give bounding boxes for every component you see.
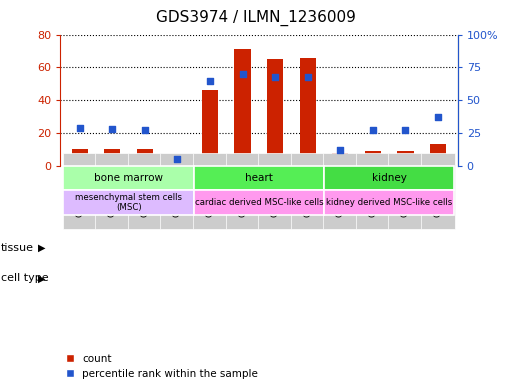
Bar: [300, 58, 316, 166]
Text: GSM787854: GSM787854: [368, 166, 378, 217]
Bar: [169, 156, 186, 166]
Text: GSM787855: GSM787855: [401, 166, 410, 217]
Text: ▶: ▶: [38, 243, 45, 253]
Point: [401, 127, 410, 134]
Point: [108, 126, 117, 132]
Bar: [430, 144, 446, 166]
Bar: [202, 90, 218, 166]
Text: cardiac derived MSC-like cells: cardiac derived MSC-like cells: [195, 198, 323, 207]
Text: GSM787850: GSM787850: [238, 166, 247, 217]
Point: [75, 125, 84, 131]
Bar: [63, 190, 194, 215]
Text: heart: heart: [245, 173, 273, 183]
Text: GSM787851: GSM787851: [271, 166, 280, 217]
Text: GSM787848: GSM787848: [173, 166, 182, 217]
Text: GSM787845: GSM787845: [75, 166, 84, 217]
Point: [206, 78, 214, 84]
Text: cell type: cell type: [1, 273, 49, 283]
Text: kidney derived MSC-like cells: kidney derived MSC-like cells: [326, 198, 452, 207]
Text: bone marrow: bone marrow: [94, 173, 163, 183]
Text: tissue: tissue: [1, 243, 34, 253]
Point: [434, 114, 442, 120]
Text: GDS3974 / ILMN_1236009: GDS3974 / ILMN_1236009: [156, 10, 356, 26]
Text: mesenchymal stem cells
(MSC): mesenchymal stem cells (MSC): [75, 193, 182, 212]
Text: GSM787856: GSM787856: [434, 166, 442, 217]
Point: [369, 127, 377, 134]
Bar: [267, 59, 283, 166]
Text: GSM787849: GSM787849: [206, 166, 214, 217]
Bar: [104, 149, 120, 166]
Point: [173, 156, 181, 162]
Bar: [397, 151, 414, 166]
Bar: [194, 166, 324, 190]
Bar: [194, 190, 324, 215]
Point: [271, 73, 279, 79]
Bar: [365, 151, 381, 166]
Point: [303, 73, 312, 79]
Text: GSM787852: GSM787852: [303, 166, 312, 217]
Bar: [137, 149, 153, 166]
Point: [238, 71, 247, 77]
Bar: [324, 166, 454, 190]
Bar: [72, 149, 88, 166]
Text: ▶: ▶: [38, 273, 45, 283]
Point: [141, 127, 149, 134]
Bar: [332, 153, 348, 166]
Legend: count, percentile rank within the sample: count, percentile rank within the sample: [65, 354, 258, 379]
Text: kidney: kidney: [372, 173, 407, 183]
Bar: [324, 190, 454, 215]
Text: GSM787846: GSM787846: [108, 166, 117, 217]
Point: [336, 147, 345, 153]
Bar: [234, 49, 251, 166]
Bar: [63, 166, 194, 190]
Text: GSM787847: GSM787847: [140, 166, 150, 217]
Text: GSM787853: GSM787853: [336, 166, 345, 217]
